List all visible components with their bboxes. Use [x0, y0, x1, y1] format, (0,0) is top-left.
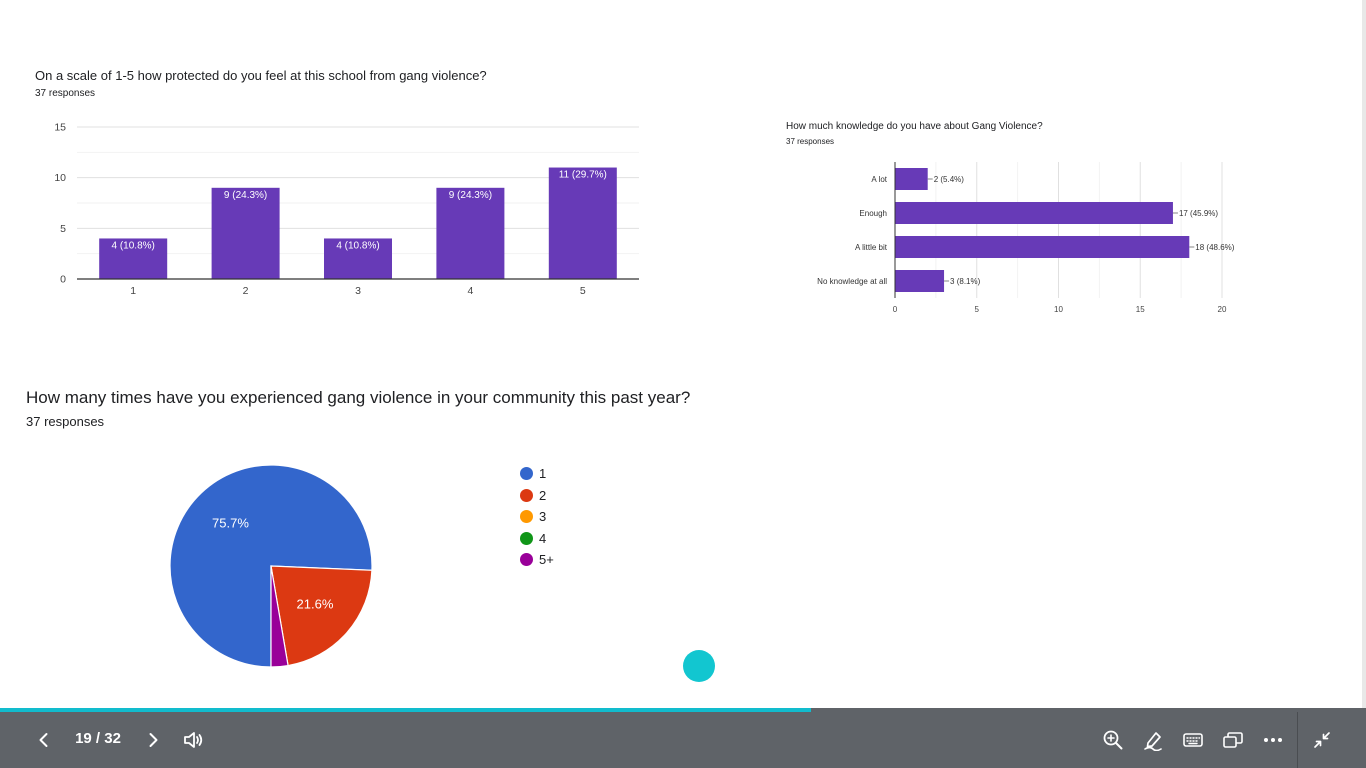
more-options-button[interactable]: [1259, 726, 1287, 754]
pie-chart: 75.7% 21.6%: [169, 464, 373, 668]
category-label: Enough: [859, 209, 887, 218]
pie-slice: [270, 565, 373, 667]
legend-label: 1: [539, 466, 547, 482]
laser-pointer: [683, 650, 715, 682]
exit-fullscreen-button[interactable]: [1308, 726, 1336, 754]
page-counter: 19 / 32: [75, 730, 121, 747]
bar: [211, 187, 280, 279]
hbar-chart-title: How much knowledge do you have about Gan…: [786, 121, 1043, 132]
presentation-slide: On a scale of 1-5 how protected do you f…: [26, 0, 1366, 708]
pen-icon: [1144, 732, 1162, 751]
bar-chart: 0 5 10 15 4 (10.8%) 1 9 (24.3%) 2 4 (10.8%) 3 9 (2…: [54, 122, 639, 297]
legend-swatch: [520, 488, 533, 502]
bar: [99, 238, 168, 279]
presentation-toolbar: 19 / 32: [0, 712, 1366, 768]
x-tick-label: 5: [580, 285, 586, 297]
pen-button[interactable]: [1139, 726, 1167, 754]
keyboard-icon: [1183, 733, 1203, 747]
bar: [895, 270, 945, 292]
pie-chart-responses: 37 responses: [26, 414, 105, 429]
bar-data-label: 4 (10.8%): [336, 240, 379, 251]
x-tick-label: 0: [893, 305, 898, 314]
bar-chart-responses: 37 responses: [35, 88, 96, 99]
previous-slide-button[interactable]: [30, 726, 58, 754]
category-label: A little bit: [855, 243, 888, 252]
audio-button[interactable]: [179, 726, 207, 754]
bar-data-label: 3 (8.1%): [950, 277, 981, 286]
pie-legend: 1 2 3 4 5+: [520, 463, 554, 571]
bar-data-label: 11 (29.7%): [559, 170, 607, 181]
x-tick-label: 10: [1054, 305, 1063, 314]
bar-chart-title: On a scale of 1-5 how protected do you f…: [35, 68, 487, 83]
bar-data-label: 2 (5.4%): [934, 175, 965, 184]
bar: [548, 167, 617, 279]
pie-chart-title: How many times have you experienced gang…: [26, 388, 691, 407]
chevron-right-icon: [149, 733, 158, 747]
bar: [895, 236, 1190, 258]
legend-label: 2: [539, 487, 547, 503]
toolbar-divider: [1297, 712, 1298, 768]
exit-fullscreen-icon: [1314, 732, 1330, 748]
more-horizontal-icon: [1264, 738, 1282, 742]
zoom-button[interactable]: [1099, 726, 1127, 754]
category-label: A lot: [871, 175, 887, 184]
bar-data-label: 18 (48.6%): [1195, 243, 1234, 252]
x-tick-label: 20: [1218, 305, 1227, 314]
x-tick-label: 4: [467, 285, 473, 297]
y-tick-label: 5: [60, 223, 66, 235]
legend-label: 3: [539, 509, 547, 525]
category-label: No knowledge at all: [817, 277, 887, 286]
legend-item: 1: [520, 463, 554, 485]
legend-item: 4: [520, 528, 554, 550]
x-tick-label: 1: [130, 285, 136, 297]
bar: [895, 168, 928, 190]
hbar-chart-responses: 37 responses: [786, 137, 835, 146]
pie-data-label: 75.7%: [212, 516, 249, 531]
legend-swatch: [520, 467, 533, 481]
legend-label: 4: [539, 530, 547, 546]
next-slide-button[interactable]: [139, 726, 167, 754]
legend-swatch: [520, 553, 533, 567]
slide-progress-fill: [0, 708, 812, 712]
legend-item: 3: [520, 506, 554, 528]
bar: [324, 238, 392, 279]
zoom-in-icon: [1103, 730, 1123, 750]
window-mode-button[interactable]: [1219, 726, 1247, 754]
x-tick-label: 15: [1136, 305, 1145, 314]
bar: [436, 187, 505, 279]
bar-data-label: 9 (24.3%): [224, 190, 267, 201]
y-tick-label: 0: [60, 274, 66, 286]
x-tick-label: 3: [355, 285, 361, 297]
bar-data-label: 4 (10.8%): [112, 240, 155, 251]
legend-item: 5+: [520, 549, 554, 571]
pie-slice: [270, 565, 289, 668]
picture-in-picture-icon: [1223, 732, 1243, 748]
slide-progress-bar[interactable]: [0, 708, 1366, 712]
bar-data-label: 17 (45.9%): [1179, 209, 1218, 218]
legend-label: 5+: [539, 552, 554, 568]
y-tick-label: 10: [54, 172, 66, 184]
legend-swatch: [520, 510, 533, 524]
pie-data-label: 21.6%: [297, 597, 334, 612]
x-tick-label: 5: [975, 305, 980, 314]
keyboard-shortcuts-button[interactable]: [1179, 726, 1207, 754]
bar-data-label: 9 (24.3%): [449, 190, 492, 201]
slide-edge: [1362, 0, 1366, 708]
x-tick-label: 2: [243, 285, 249, 297]
speaker-icon: [184, 732, 203, 748]
y-tick-label: 15: [54, 122, 66, 134]
chevron-left-icon: [39, 733, 48, 747]
legend-item: 2: [520, 485, 554, 507]
legend-swatch: [520, 531, 533, 545]
horizontal-bar-chart: 0 5 10 15 20 A lot 2 (5.4%) Enough 17 (45.9%) A l…: [817, 162, 1235, 314]
bar: [895, 202, 1173, 224]
